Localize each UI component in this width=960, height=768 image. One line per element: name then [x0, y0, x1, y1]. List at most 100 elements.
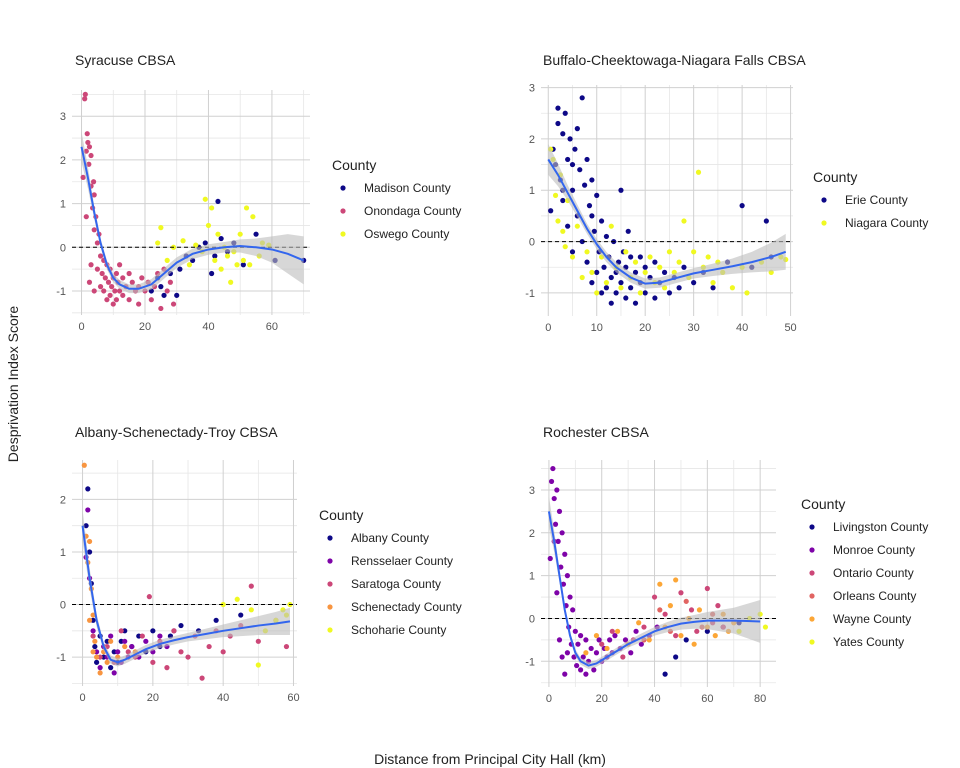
legend-swatch: [340, 185, 346, 191]
data-point: [215, 198, 221, 205]
data-point: [632, 269, 639, 275]
data-point: [94, 266, 100, 272]
y-tick-label: 3: [60, 111, 66, 123]
data-point: [657, 264, 663, 270]
legend-label: Saratoga County: [351, 577, 441, 591]
legend-swatch: [809, 524, 815, 530]
data-point: [580, 654, 586, 660]
data-point: [603, 285, 610, 291]
data-point: [651, 594, 658, 600]
data-point: [608, 223, 614, 229]
data-point: [623, 249, 629, 255]
data-point: [555, 538, 561, 544]
y-tick-label: 3: [529, 485, 535, 497]
y-tick-label: 2: [529, 528, 535, 540]
data-point: [681, 218, 687, 224]
legend-label: Madison County: [364, 181, 451, 195]
data-point: [562, 551, 568, 557]
x-tick-label: 40: [202, 321, 214, 333]
data-point: [108, 633, 114, 639]
panel-3: Albany-Schenectady-Troy CBSA 0 20 40 60 -1 0 1 2…: [56, 424, 462, 704]
panel-title: Buffalo-Cheektowaga-Niagara Falls CBSA: [543, 52, 806, 68]
data-point: [122, 638, 128, 644]
data-point: [90, 633, 96, 639]
data-point: [559, 654, 565, 660]
data-point: [158, 225, 164, 231]
data-point: [583, 671, 589, 677]
data-point: [205, 222, 212, 229]
x-tick-label: 40: [648, 693, 660, 705]
y-tick-label: 2: [529, 134, 535, 146]
data-point: [215, 231, 221, 237]
legend-swatch: [340, 231, 346, 237]
data-point: [139, 275, 145, 281]
data-point: [683, 598, 689, 604]
data-point: [678, 590, 684, 596]
data-point: [691, 249, 697, 255]
data-point: [178, 649, 184, 655]
x-tick-label: 20: [139, 321, 151, 333]
data-point: [589, 269, 595, 275]
data-point: [213, 617, 219, 623]
data-point: [567, 136, 573, 142]
data-point: [220, 649, 226, 655]
y-tick-label: 2: [60, 155, 66, 167]
data-point: [560, 581, 567, 587]
data-point: [642, 269, 648, 275]
legend-label: Onondaga County: [364, 204, 461, 218]
data-point: [85, 139, 91, 146]
data-point: [694, 628, 700, 634]
data-point: [603, 233, 610, 240]
data-point: [589, 177, 595, 183]
data-point: [86, 279, 93, 285]
data-point: [652, 295, 658, 301]
data-point: [167, 279, 173, 285]
data-point: [628, 285, 634, 291]
data-point: [253, 231, 259, 237]
data-point: [558, 564, 564, 570]
data-point: [136, 301, 142, 307]
data-point: [105, 279, 112, 285]
y-tick-label: 3: [529, 83, 535, 95]
data-point: [710, 280, 716, 286]
x-tick-label: 30: [688, 322, 700, 334]
data-point: [673, 654, 679, 660]
y-tick-label: 2: [60, 494, 66, 506]
data-point: [567, 594, 573, 600]
data-point: [641, 624, 647, 630]
data-point: [206, 643, 212, 650]
grid: [541, 460, 776, 687]
data-point: [86, 549, 93, 555]
data-point: [579, 274, 585, 281]
legend-label: Erie County: [845, 193, 908, 207]
data-point: [688, 607, 695, 613]
data-point: [578, 633, 584, 639]
data-point: [250, 214, 256, 220]
data-point: [614, 628, 621, 634]
legend-label: Albany County: [351, 531, 429, 545]
data-point: [178, 622, 184, 629]
data-point: [101, 288, 107, 294]
legend-swatch: [809, 616, 815, 622]
y-tick-label: 1: [60, 199, 66, 211]
data-point: [552, 192, 559, 198]
data-point: [691, 641, 697, 647]
data-point: [637, 290, 643, 296]
data-point: [628, 650, 634, 656]
data-point: [586, 203, 593, 209]
data-point: [150, 659, 156, 665]
data-point: [80, 174, 86, 180]
data-point: [104, 659, 110, 665]
data-point: [562, 244, 568, 250]
x-tick-label: 60: [287, 692, 299, 704]
data-point: [704, 585, 710, 592]
confidence-ribbon: [82, 509, 290, 667]
data-point: [569, 161, 576, 168]
data-point: [666, 290, 673, 296]
data-point: [594, 192, 600, 198]
data-point: [143, 638, 149, 644]
data-point: [596, 637, 602, 643]
data-point: [243, 205, 250, 211]
